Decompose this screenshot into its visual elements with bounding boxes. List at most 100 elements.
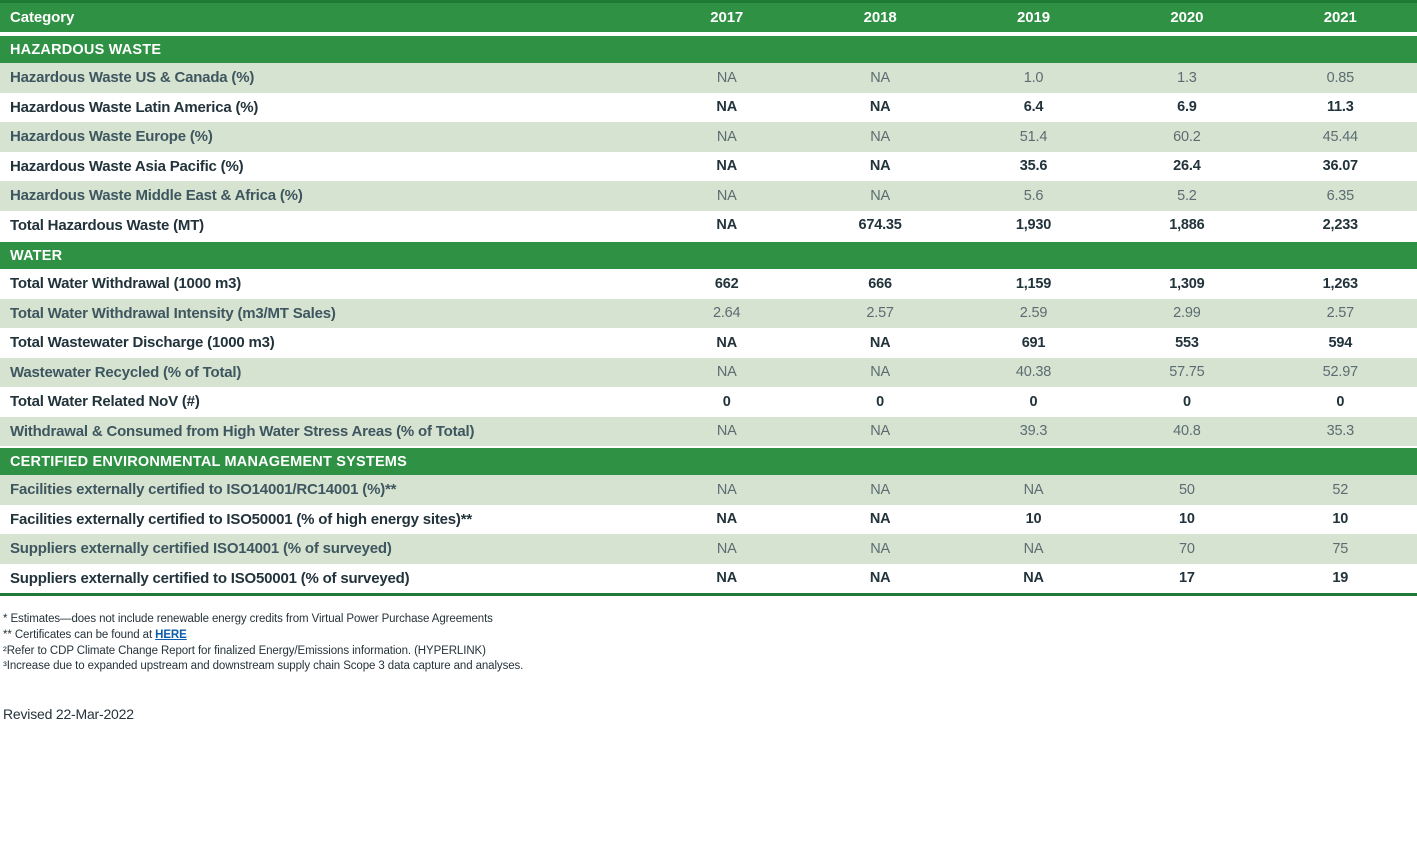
cell-value: 50 bbox=[1179, 481, 1195, 498]
table-row: Hazardous Waste Latin America (%) NA NA 6.4… bbox=[0, 92, 1417, 122]
cell-value: 26.4 bbox=[1173, 158, 1201, 175]
cell-value: NA bbox=[869, 570, 891, 587]
column-header-year-2018: 2018 bbox=[863, 9, 897, 26]
cell-value: NA bbox=[716, 511, 737, 528]
cell-value: NA bbox=[870, 540, 890, 557]
table-row: Suppliers externally certified ISO14001 … bbox=[0, 534, 1417, 564]
cell-value: NA bbox=[1023, 540, 1044, 557]
cell-value: NA bbox=[869, 158, 891, 175]
cell-value: 5.6 bbox=[1023, 187, 1044, 204]
cell-value: 10 bbox=[1332, 511, 1349, 528]
footnote-text: ³Increase due to expanded upstream and d… bbox=[3, 660, 524, 673]
section-title: HAZARDOUS WASTE bbox=[10, 41, 162, 58]
table-row: Total Wastewater Discharge (1000 m3) NA NA… bbox=[0, 328, 1417, 358]
cell-value: 1,263 bbox=[1322, 275, 1358, 292]
cell-value: 10 bbox=[1179, 511, 1195, 528]
row-label: Suppliers externally certified to ISO500… bbox=[10, 569, 410, 587]
row-label: Hazardous Waste Europe (%) bbox=[10, 128, 213, 146]
cell-value: 0 bbox=[722, 393, 731, 410]
cell-value: NA bbox=[1023, 481, 1044, 498]
cell-value: 11.3 bbox=[1326, 99, 1354, 116]
cell-value: 666 bbox=[868, 275, 892, 292]
section-title: CERTIFIED ENVIRONMENTAL MANAGEMENT SYSTE… bbox=[10, 453, 407, 470]
row-label: Facilities externally certified to ISO50… bbox=[10, 510, 473, 528]
section-title: WATER bbox=[10, 247, 63, 264]
cell-value: 10 bbox=[1025, 511, 1042, 528]
section-header-row: WATER bbox=[0, 242, 1417, 269]
cell-value: NA bbox=[716, 128, 737, 145]
cell-value: NA bbox=[716, 481, 737, 498]
cell-value: 40.8 bbox=[1173, 423, 1201, 440]
cell-value: NA bbox=[716, 187, 737, 204]
table-row: Hazardous Waste Asia Pacific (%) NA NA 35.6… bbox=[0, 151, 1417, 181]
cell-value: 2.59 bbox=[1019, 305, 1048, 322]
table-row: Total Water Withdrawal Intensity (m3/MT … bbox=[0, 298, 1417, 328]
certificates-here-link[interactable]: HERE bbox=[155, 628, 187, 641]
footnotes-block: * Estimates—does not include renewable e… bbox=[0, 612, 1417, 675]
cell-value: 691 bbox=[1021, 334, 1046, 351]
cell-value: 52 bbox=[1332, 481, 1349, 498]
table-row: Hazardous Waste US & Canada (%) NA NA 1.0 1.… bbox=[0, 63, 1417, 93]
row-label: Wastewater Recycled (% of Total) bbox=[10, 363, 242, 381]
cell-value: 6.9 bbox=[1177, 99, 1197, 116]
cell-value: NA bbox=[869, 334, 891, 351]
cell-value: 19 bbox=[1332, 570, 1349, 587]
cell-value: 70 bbox=[1179, 540, 1195, 557]
cell-value: 2.57 bbox=[1326, 305, 1355, 322]
column-header-year-2021: 2021 bbox=[1323, 9, 1357, 26]
row-label: Hazardous Waste Asia Pacific (%) bbox=[10, 157, 244, 175]
cell-value: NA bbox=[870, 481, 890, 498]
cell-value: NA bbox=[869, 99, 891, 116]
cell-value: NA bbox=[870, 128, 890, 145]
table-row: Total Water Withdrawal (1000 m3) 662 666 1,… bbox=[0, 269, 1417, 299]
row-label: Total Water Related NoV (#) bbox=[10, 393, 200, 411]
table-row: Total Hazardous Waste (MT) NA 674.35 1,930 1… bbox=[0, 210, 1417, 240]
row-label: Hazardous Waste Latin America (%) bbox=[10, 98, 259, 116]
cell-value: 674.35 bbox=[858, 217, 902, 234]
cell-value: 0 bbox=[1182, 393, 1191, 410]
footnote: ³Increase due to expanded upstream and d… bbox=[3, 659, 1417, 675]
column-header-category: Category bbox=[10, 9, 75, 26]
cell-value: 6.4 bbox=[1023, 99, 1044, 116]
cell-value: NA bbox=[716, 69, 737, 86]
footnote: ** Certificates can be found at HERE bbox=[3, 628, 1417, 644]
cell-value: NA bbox=[870, 187, 890, 204]
cell-value: NA bbox=[870, 364, 890, 381]
footnote: ²Refer to CDP Climate Change Report for … bbox=[3, 644, 1417, 660]
cell-value: 2.57 bbox=[866, 305, 894, 322]
cell-value: 1,159 bbox=[1015, 275, 1052, 292]
cell-value: 6.35 bbox=[1326, 187, 1355, 204]
row-label: Hazardous Waste Middle East & Africa (%) bbox=[10, 187, 303, 205]
cell-value: 57.75 bbox=[1169, 364, 1205, 381]
cell-value: 0 bbox=[876, 393, 885, 410]
cell-value: 2.99 bbox=[1173, 305, 1201, 322]
cell-value: NA bbox=[1023, 570, 1044, 587]
cell-value: 2.64 bbox=[712, 305, 741, 322]
table-row: Facilities externally certified to ISO50… bbox=[0, 504, 1417, 534]
table-row: Suppliers externally certified to ISO500… bbox=[0, 563, 1417, 593]
footnote-text: ** Certificates can be found at bbox=[3, 628, 156, 641]
row-label: Total Water Withdrawal Intensity (m3/MT … bbox=[10, 304, 336, 322]
cell-value: 35.3 bbox=[1326, 423, 1355, 440]
section-header-row: HAZARDOUS WASTE bbox=[0, 36, 1417, 63]
cell-value: 51.4 bbox=[1019, 128, 1048, 145]
cell-value: 52.97 bbox=[1322, 364, 1358, 381]
cell-value: 60.2 bbox=[1173, 128, 1201, 145]
cell-value: NA bbox=[716, 540, 737, 557]
cell-value: NA bbox=[716, 217, 737, 234]
cell-value: 1,309 bbox=[1169, 275, 1205, 292]
cell-value: 1.0 bbox=[1023, 69, 1044, 86]
cell-value: 1.3 bbox=[1177, 69, 1197, 86]
cell-value: 0 bbox=[1336, 393, 1345, 410]
cell-value: 36.07 bbox=[1322, 158, 1358, 175]
row-label: Suppliers externally certified ISO14001 … bbox=[10, 540, 392, 558]
cell-value: 594 bbox=[1328, 334, 1353, 351]
row-label: Total Water Withdrawal (1000 m3) bbox=[10, 275, 242, 293]
cell-value: 1,930 bbox=[1015, 217, 1052, 234]
table-row: Wastewater Recycled (% of Total) NA NA 40.3… bbox=[0, 357, 1417, 387]
cell-value: NA bbox=[716, 364, 737, 381]
cell-value: 553 bbox=[1175, 334, 1199, 351]
cell-value: NA bbox=[870, 69, 890, 86]
cell-value: 662 bbox=[714, 275, 739, 292]
